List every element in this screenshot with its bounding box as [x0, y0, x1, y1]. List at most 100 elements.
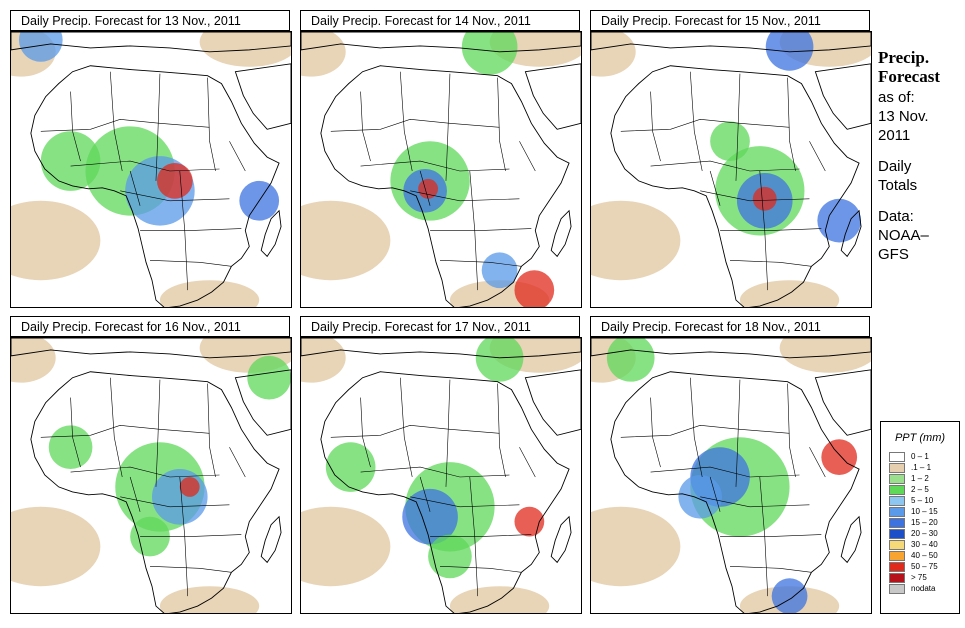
- country-border: [149, 566, 232, 573]
- country-border: [330, 119, 500, 132]
- legend-label: 5 – 10: [911, 496, 934, 505]
- precip-area: [40, 131, 101, 191]
- legend-swatch: [889, 573, 905, 583]
- africa-map-graphic: [11, 338, 291, 613]
- asof-date-line-1: 13 Nov.: [878, 108, 929, 125]
- dry-area: [301, 506, 391, 587]
- country-border: [809, 447, 826, 478]
- dry-area: [11, 200, 101, 281]
- country-border: [689, 71, 703, 172]
- country-border: [155, 73, 161, 181]
- africa-map-graphic: [11, 32, 291, 307]
- precip-map: [300, 337, 582, 614]
- country-border: [70, 397, 81, 468]
- asof-date-line-2: 2011: [878, 127, 911, 144]
- coastline: [11, 32, 291, 53]
- country-border: [445, 73, 451, 181]
- map-panel-17-nov: Daily Precip. Forecast for 17 Nov., 2011: [300, 316, 582, 614]
- precip-area: [514, 270, 555, 307]
- coastline: [591, 32, 871, 53]
- coastline: [610, 65, 860, 307]
- country-border: [759, 170, 769, 291]
- precip-map: [590, 337, 872, 614]
- coastline: [610, 371, 860, 613]
- legend-label: 30 – 40: [911, 540, 938, 549]
- precip-map: [10, 31, 292, 308]
- legend-swatch: [889, 562, 905, 572]
- legend-label: 10 – 15: [911, 507, 938, 516]
- legend-swatch: [889, 452, 905, 462]
- coastline: [301, 32, 581, 53]
- country-border: [419, 170, 431, 206]
- precip-area: [606, 338, 655, 382]
- country-border: [40, 119, 210, 132]
- country-border: [445, 379, 451, 487]
- country-border: [419, 476, 431, 512]
- heading-line-1: Precip.: [878, 48, 930, 67]
- country-border: [729, 566, 812, 573]
- country-border: [430, 228, 532, 231]
- legend-item: 10 – 15: [881, 507, 959, 518]
- precip-area: [179, 476, 200, 497]
- coastline: [814, 369, 871, 436]
- coastline: [320, 371, 570, 613]
- country-border: [330, 425, 500, 438]
- country-border: [140, 228, 242, 231]
- country-border: [155, 379, 161, 487]
- coastline: [260, 209, 282, 258]
- dry-area: [11, 338, 56, 383]
- country-border: [650, 160, 800, 172]
- country-border: [140, 534, 242, 537]
- dry-area: [591, 32, 636, 77]
- map-panel-16-nov: Daily Precip. Forecast for 16 Nov., 2011: [10, 316, 292, 614]
- country-border: [109, 377, 123, 478]
- precip-area: [771, 578, 808, 613]
- legend-swatch: [889, 507, 905, 517]
- coastline: [550, 209, 572, 258]
- legend-label: 0 – 1: [911, 452, 929, 461]
- country-border: [109, 71, 123, 172]
- country-border: [207, 383, 216, 478]
- legend-item: > 75: [881, 573, 959, 584]
- precip-area: [752, 186, 777, 211]
- coastline: [30, 371, 280, 613]
- legend-swatch: [889, 518, 905, 528]
- legend-swatch: [889, 485, 905, 495]
- dry-area: [591, 506, 681, 587]
- country-border: [620, 119, 790, 132]
- country-border: [229, 141, 246, 172]
- legend-swatch: [889, 540, 905, 550]
- coastline: [11, 338, 291, 359]
- forecast-info: Precip. Forecast as of: 13 Nov. 2011 Dai…: [878, 48, 965, 264]
- dry-area: [301, 338, 346, 383]
- country-border: [70, 160, 220, 172]
- dry-area: [301, 32, 346, 77]
- dry-area: [199, 32, 291, 67]
- country-border: [650, 397, 661, 468]
- legend-label: 40 – 50: [911, 551, 938, 560]
- africa-map-graphic: [301, 338, 581, 613]
- panel-title: Daily Precip. Forecast for 18 Nov., 2011: [590, 316, 870, 337]
- country-border: [787, 383, 796, 478]
- africa-map-graphic: [301, 32, 581, 307]
- legend-item: 2 – 5: [881, 485, 959, 496]
- country-border: [439, 566, 522, 573]
- panel-title: Daily Precip. Forecast for 14 Nov., 2011: [300, 10, 580, 31]
- panel-title: Daily Precip. Forecast for 13 Nov., 2011: [10, 10, 290, 31]
- country-border: [729, 260, 812, 267]
- coastline: [524, 63, 581, 130]
- precip-area: [247, 355, 291, 400]
- precip-area: [481, 252, 518, 289]
- country-border: [360, 466, 510, 478]
- precip-area: [475, 338, 524, 382]
- country-border: [129, 170, 141, 206]
- country-border: [519, 447, 536, 478]
- precip-area: [461, 32, 518, 75]
- coastline: [591, 338, 871, 359]
- coastline: [301, 338, 581, 359]
- type-line-1: Daily: [878, 158, 912, 175]
- precip-area: [710, 121, 750, 162]
- country-border: [229, 447, 246, 478]
- map-panel-14-nov: Daily Precip. Forecast for 14 Nov., 2011: [300, 10, 582, 308]
- precip-map: [590, 31, 872, 308]
